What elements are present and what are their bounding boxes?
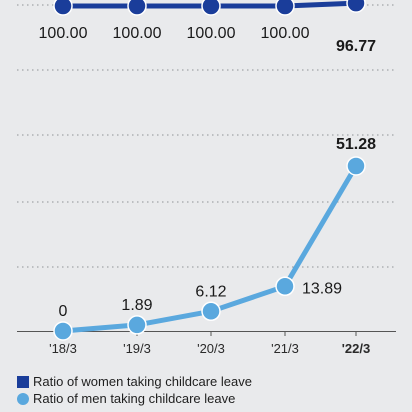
x-tick-label-1: '19/3 bbox=[123, 341, 151, 356]
legend-women-label: Ratio of women taking childcare leave bbox=[33, 374, 252, 389]
series-1-point-3 bbox=[275, 276, 295, 297]
series-1-value-4: 51.28 bbox=[336, 136, 376, 153]
series-0-value-3: 100.00 bbox=[261, 25, 310, 42]
series-1-point-1 bbox=[127, 315, 147, 335]
series-0-point-1 bbox=[127, 0, 147, 16]
series-0-point-2 bbox=[201, 0, 221, 16]
series-1-point-4 bbox=[346, 156, 366, 176]
x-tick-label-3: '21/3 bbox=[271, 341, 299, 356]
series-1-point-0 bbox=[53, 321, 73, 341]
series-0-point-0 bbox=[53, 0, 73, 16]
series-1-value-0: 0 bbox=[59, 303, 68, 320]
series-0-value-1: 100.00 bbox=[113, 25, 162, 42]
series-1-value-1: 1.89 bbox=[121, 297, 152, 314]
series-0-value-4: 96.77 bbox=[336, 38, 376, 55]
legend-men: Ratio of men taking childcare leave bbox=[17, 391, 235, 406]
legend-women: Ratio of women taking childcare leave bbox=[17, 374, 252, 389]
series-0-value-0: 100.00 bbox=[39, 25, 88, 42]
legend-women-swatch bbox=[17, 375, 29, 388]
series-0-value-2: 100.00 bbox=[187, 25, 236, 42]
x-tick-label-4: '22/3 bbox=[342, 341, 370, 356]
legend-men-swatch bbox=[17, 392, 29, 405]
series-1-point-2 bbox=[201, 301, 221, 322]
x-tick-label-2: '20/3 bbox=[197, 341, 225, 356]
x-tick-label-0: '18/3 bbox=[49, 341, 77, 356]
legend-men-label: Ratio of men taking childcare leave bbox=[33, 391, 236, 406]
series-0-point-4 bbox=[346, 0, 366, 13]
series-1-value-3: 13.89 bbox=[302, 280, 342, 297]
series-1-value-2: 6.12 bbox=[195, 283, 226, 300]
series-0-point-3 bbox=[275, 0, 295, 16]
